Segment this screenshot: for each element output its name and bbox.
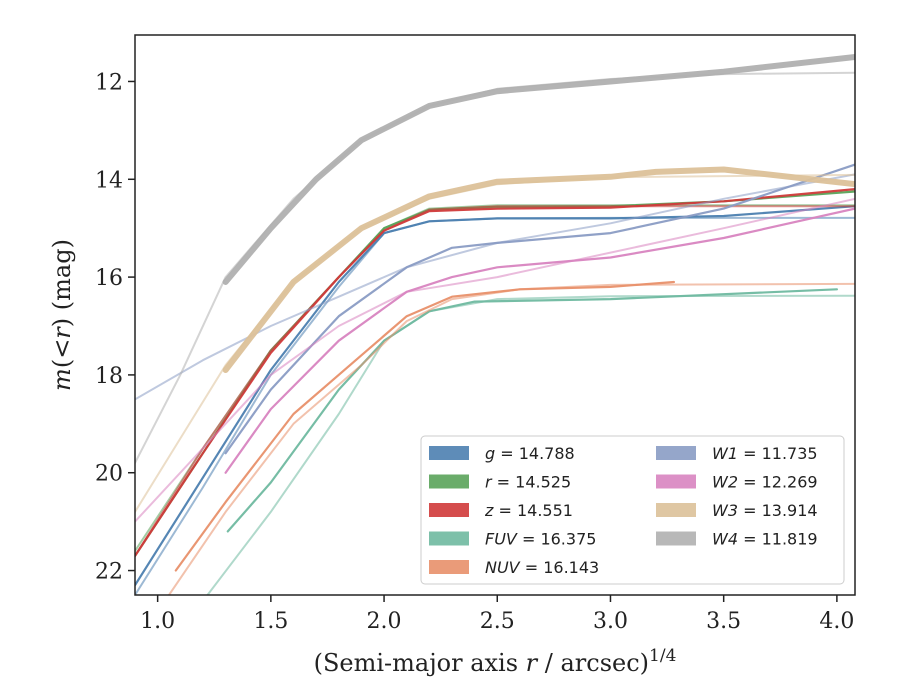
y-tick-label: 20: [95, 462, 123, 487]
series-nuv-profile-line: [174, 280, 675, 572]
x-tick-label: 3.0: [593, 609, 628, 634]
y-tick-label: 16: [95, 266, 123, 291]
legend-swatch-w1: [656, 446, 696, 460]
x-axis: 1.0 1.5 2.0 2.5 3.0 3.5 4.0: [140, 595, 854, 634]
legend-label-w1: W1 = 11.735: [712, 444, 818, 463]
series-w3-profile-line: [222, 166, 855, 373]
series-w1-profile-line: [224, 163, 855, 455]
y-tick-label: 22: [95, 560, 123, 585]
series-fuv-profile-line: [226, 288, 838, 533]
plot-frame: [134, 34, 856, 596]
y-tick-label: 14: [95, 168, 123, 193]
legend-swatch-w3: [656, 503, 696, 517]
y-axis-label: m(<r) (mag): [48, 239, 76, 391]
series-w2-profile-line: [224, 207, 855, 474]
series-w4-profile-line: [222, 54, 855, 285]
legend-label-r: r = 14.525: [485, 473, 571, 492]
legend-box: [420, 435, 845, 585]
legend-swatch-w2: [656, 474, 696, 489]
x-tick-label: 1.0: [140, 609, 175, 634]
series-z-profile-line: [135, 188, 855, 557]
y-tick-label: 18: [95, 364, 123, 389]
legend-label-nuv: NUV = 16.143: [485, 558, 599, 577]
plot-lines: [135, 54, 855, 595]
legend-label-w2: W2 = 12.269: [712, 473, 818, 492]
legend-label-fuv: FUV = 16.375: [485, 530, 596, 549]
x-tick-label: 4.0: [819, 609, 854, 634]
x-tick-label: 2.5: [480, 609, 515, 634]
legend-label-w4: W4 = 11.819: [712, 530, 818, 549]
x-tick-label: 2.0: [367, 609, 402, 634]
x-axis-label: (Semi-major axis r / arcsec)1/4: [314, 646, 677, 677]
y-tick-label: 12: [95, 70, 123, 95]
legend-swatch-r: [429, 474, 469, 489]
series-nuv-model-line: [168, 282, 855, 595]
x-tick-label: 1.5: [253, 609, 288, 634]
legend-label-w3: W3 = 13.914: [712, 501, 818, 520]
legend-swatch-z: [429, 503, 469, 517]
legend-swatch-w4: [656, 531, 696, 546]
legend-swatch-g: [429, 446, 469, 460]
legend-label-z: z = 14.551: [484, 501, 573, 520]
series-g-profile-line: [135, 205, 855, 587]
legend-label-g: g = 14.788: [485, 444, 575, 463]
y-axis: 12 14 16 18 20 22: [95, 70, 135, 585]
legend-swatch-nuv: [429, 560, 469, 574]
x-tick-label: 3.5: [706, 609, 741, 634]
legend-swatch-fuv: [429, 531, 469, 546]
legend: g = 14.788 r = 14.525 z = 14.551 FUV = 16.3…: [420, 435, 845, 585]
